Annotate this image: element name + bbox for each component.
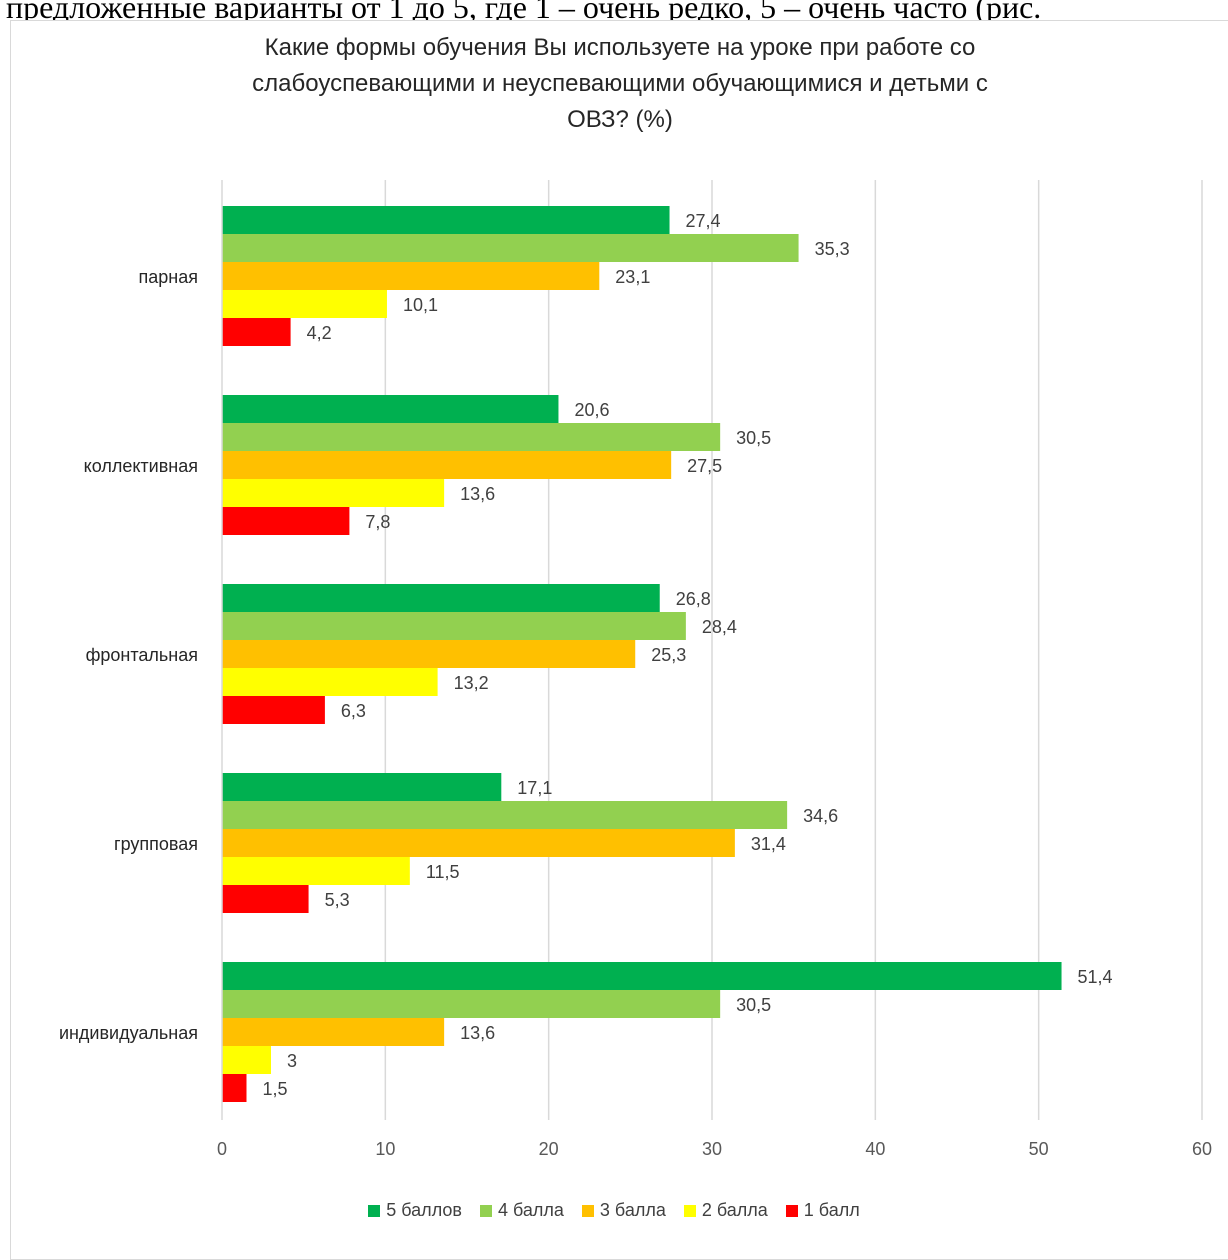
legend-swatch-5 — [368, 1204, 381, 1217]
data-label-3-4: 5,3 — [325, 890, 350, 910]
legend-label-5: 5 баллов — [386, 1200, 462, 1220]
bar-1-0 — [222, 395, 559, 423]
legend-swatch-4 — [479, 1204, 492, 1217]
legend-label-2: 2 балла — [701, 1200, 768, 1220]
x-tick-label-30: 30 — [702, 1139, 722, 1159]
x-tick-label-50: 50 — [1029, 1139, 1049, 1159]
category-label-4: индивидуальная — [59, 1023, 198, 1043]
legend-item-2: 2 балла — [683, 1200, 768, 1221]
chart-legend: 5 баллов 4 балла 3 балла 2 балла 1 балл — [0, 1200, 1228, 1221]
bar-0-3 — [222, 290, 387, 318]
bar-1-1 — [222, 423, 721, 451]
data-label-4-1: 30,5 — [736, 995, 771, 1015]
bar-4-2 — [222, 1018, 445, 1046]
data-label-0-0: 27,4 — [686, 211, 721, 231]
bar-0-0 — [222, 206, 670, 234]
bar-4-1 — [222, 990, 721, 1018]
legend-label-1: 1 балл — [803, 1200, 860, 1220]
data-label-3-3: 11,5 — [426, 862, 460, 882]
data-label-4-4: 1,5 — [263, 1079, 288, 1099]
data-label-0-3: 10,1 — [403, 295, 438, 315]
legend-item-1: 1 балл — [785, 1200, 860, 1221]
category-label-2: фронтальная — [86, 645, 198, 665]
bar-2-1 — [222, 612, 686, 640]
legend-swatch-3 — [581, 1204, 594, 1217]
chart-title-line-2: слабоуспевающими и неуспевающими обучающ… — [252, 70, 988, 97]
x-tick-label-10: 10 — [375, 1139, 395, 1159]
bar-4-0 — [222, 962, 1062, 990]
bar-0-1 — [222, 234, 799, 262]
bar-2-4 — [222, 696, 325, 724]
bar-1-3 — [222, 479, 445, 507]
data-label-2-4: 6,3 — [341, 701, 366, 721]
data-label-2-2: 25,3 — [651, 645, 686, 665]
x-tick-label-20: 20 — [539, 1139, 559, 1159]
x-tick-label-0: 0 — [217, 1139, 227, 1159]
data-label-3-2: 31,4 — [751, 834, 786, 854]
bar-3-3 — [222, 857, 410, 885]
bar-1-4 — [222, 507, 350, 535]
bar-3-4 — [222, 885, 309, 913]
bar-0-4 — [222, 318, 291, 346]
chart-title-line-3: ОВЗ? (%) — [567, 106, 673, 133]
data-label-1-4: 7,8 — [365, 512, 390, 532]
bar-1-2 — [222, 451, 672, 479]
legend-swatch-1 — [785, 1204, 798, 1217]
data-label-4-2: 13,6 — [460, 1023, 495, 1043]
bar-4-4 — [222, 1074, 247, 1102]
chart-title-line-1: Какие формы обучения Вы используете на у… — [264, 34, 976, 61]
category-label-0: парная — [139, 267, 198, 287]
legend-label-4: 4 балла — [497, 1200, 564, 1220]
data-label-0-2: 23,1 — [615, 267, 650, 287]
data-label-4-3: 3 — [287, 1051, 297, 1071]
legend-label-3: 3 балла — [599, 1200, 666, 1220]
bar-4-3 — [222, 1046, 271, 1074]
chart-title: Какие формы обучения Вы используете на у… — [120, 30, 1120, 138]
bar-2-2 — [222, 640, 636, 668]
legend-item-5: 5 баллов — [368, 1200, 462, 1221]
data-label-2-1: 28,4 — [702, 617, 737, 637]
data-label-1-2: 27,5 — [687, 456, 722, 476]
legend-item-4: 4 балла — [479, 1200, 564, 1221]
bar-3-2 — [222, 829, 735, 857]
bar-3-0 — [222, 773, 502, 801]
bar-2-3 — [222, 668, 438, 696]
legend-item-3: 3 балла — [581, 1200, 666, 1221]
data-label-2-3: 13,2 — [454, 673, 489, 693]
data-label-1-3: 13,6 — [460, 484, 495, 504]
bar-2-0 — [222, 584, 660, 612]
x-tick-label-40: 40 — [865, 1139, 885, 1159]
data-label-3-1: 34,6 — [803, 806, 838, 826]
legend-swatch-2 — [683, 1204, 696, 1217]
data-label-0-4: 4,2 — [307, 323, 332, 343]
data-label-2-0: 26,8 — [676, 589, 711, 609]
data-label-4-0: 51,4 — [1078, 967, 1113, 987]
bar-0-2 — [222, 262, 600, 290]
data-label-0-1: 35,3 — [815, 239, 850, 259]
data-label-1-0: 20,6 — [574, 400, 609, 420]
data-label-3-0: 17,1 — [517, 778, 552, 798]
category-label-1: коллективная — [84, 456, 198, 476]
category-label-3: групповая — [114, 834, 198, 854]
data-label-1-1: 30,5 — [736, 428, 771, 448]
bar-3-1 — [222, 801, 788, 829]
x-tick-label-60: 60 — [1192, 1139, 1212, 1159]
